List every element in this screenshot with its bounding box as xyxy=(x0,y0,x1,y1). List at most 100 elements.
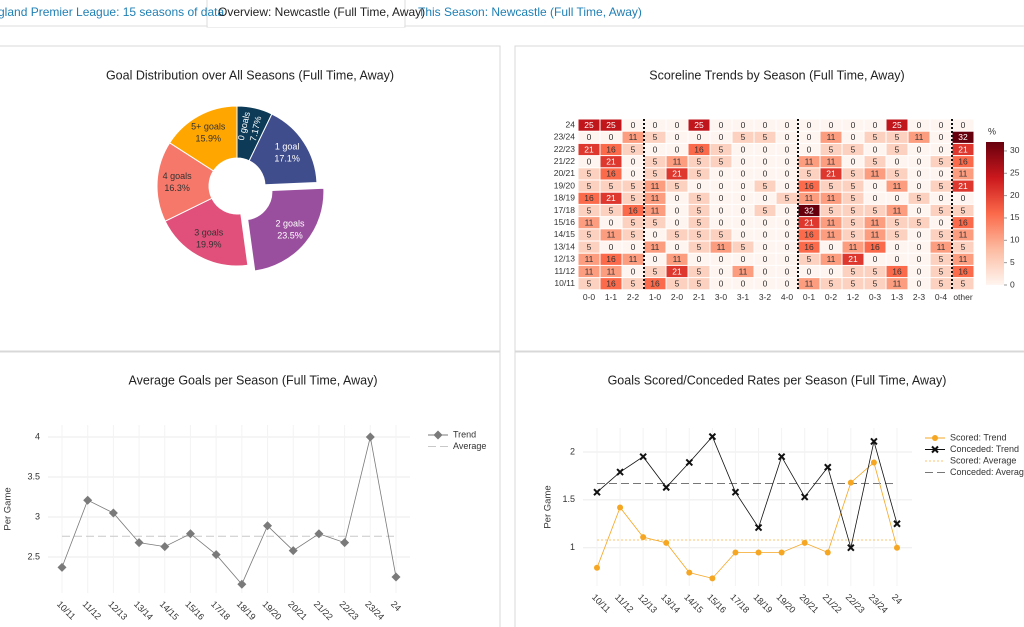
cell-label: 0 xyxy=(631,120,636,130)
cell-label: 0 xyxy=(873,144,878,154)
heatmap-cell xyxy=(798,192,820,204)
heatmap-cell xyxy=(908,156,930,168)
marker xyxy=(185,529,195,539)
x-tick-label: 13/14 xyxy=(659,592,682,615)
cell-label: 0 xyxy=(917,181,922,191)
cell-label: 0 xyxy=(719,181,724,191)
cell-label: 5 xyxy=(697,266,702,276)
cell-label: 5 xyxy=(609,205,614,215)
heatmap-cell xyxy=(732,253,754,265)
cell-label: 0 xyxy=(895,242,900,252)
cell-label: 0 xyxy=(895,156,900,166)
tab[interactable]: Overview: Newcastle (Full Time, Away) xyxy=(218,5,425,19)
cell-label: 11 xyxy=(651,205,660,215)
cell-label: 0 xyxy=(829,120,834,130)
heatmap-cell xyxy=(754,278,776,290)
heatmap-cell xyxy=(754,143,776,156)
slice-value: 17.1% xyxy=(274,153,300,163)
tab[interactable]: gland Premier League: 15 seasons of data xyxy=(0,5,224,19)
heatmap-cell xyxy=(732,204,754,217)
tab[interactable]: This Season: Newcastle (Full Time, Away) xyxy=(418,5,642,19)
slice-value: 15.9% xyxy=(195,134,221,144)
heatmap-cell xyxy=(776,217,798,229)
column-label: 0-3 xyxy=(869,292,882,302)
heatmap-cell xyxy=(710,241,732,253)
column-label: 3-2 xyxy=(759,292,772,302)
cell-label: 5 xyxy=(961,278,966,288)
heatmap-cell xyxy=(952,253,974,265)
cell-label: 5 xyxy=(653,156,658,166)
heatmap-cell xyxy=(886,180,908,192)
heatmap-cell xyxy=(622,180,644,192)
cell-label: 5 xyxy=(741,242,746,252)
heatmap-cell xyxy=(886,168,908,180)
heatmap-cell xyxy=(622,265,644,278)
cell-label: 5 xyxy=(961,242,966,252)
heatmap-cell xyxy=(754,156,776,168)
cell-label: 5 xyxy=(917,193,922,203)
slice-value: 16.3% xyxy=(164,183,190,193)
heatmap-cell xyxy=(908,265,930,278)
cell-label: 0 xyxy=(653,144,658,154)
heatmap-cell xyxy=(952,265,974,278)
series-line xyxy=(596,435,898,548)
heatmap-cell xyxy=(600,168,622,180)
cell-label: 0 xyxy=(763,169,768,179)
colorbar-tick-label: 0 xyxy=(1010,279,1015,289)
chart-title: Average Goals per Season (Full Time, Awa… xyxy=(129,373,378,387)
cell-label: 0 xyxy=(719,132,724,142)
active-tab[interactable] xyxy=(206,0,406,28)
cell-label: 5 xyxy=(895,217,900,227)
colorbar-tick-label: 25 xyxy=(1010,168,1020,178)
heatmap-cell xyxy=(600,253,622,265)
marker xyxy=(160,542,170,552)
column-label: 3-0 xyxy=(715,292,728,302)
heatmap-cell xyxy=(578,143,600,156)
cell-label: 5 xyxy=(917,217,922,227)
heatmap-cell xyxy=(732,229,754,241)
heatmap-cell xyxy=(842,204,864,217)
cell-label: 5 xyxy=(785,193,790,203)
cell-label: 11 xyxy=(607,266,616,276)
cell-label: 21 xyxy=(848,254,858,264)
cell-label: 0 xyxy=(653,230,658,240)
heatmap-cell xyxy=(930,119,952,131)
x-tick-label: 21/22 xyxy=(312,599,335,622)
heatmap-cell xyxy=(710,229,732,241)
cell-label: 0 xyxy=(917,254,922,264)
cell-label: 11 xyxy=(827,217,836,227)
heatmap-cell xyxy=(886,143,908,156)
heatmap-cell xyxy=(732,192,754,204)
cell-label: 0 xyxy=(785,266,790,276)
heatmap-cell xyxy=(666,131,688,143)
heatmap-cell xyxy=(644,168,666,180)
heatmap-cell xyxy=(886,265,908,278)
heatmap-cell xyxy=(776,168,798,180)
heatmap-cell xyxy=(798,119,820,131)
heatmap-cell xyxy=(688,278,710,290)
cell-label: 5 xyxy=(763,181,768,191)
chart-title: Goal Distribution over All Seasons (Full… xyxy=(106,68,394,82)
heatmap-cell xyxy=(908,217,930,229)
heatmap-cell xyxy=(666,168,688,180)
heatmap-cell xyxy=(644,217,666,229)
cell-label: 0 xyxy=(741,217,746,227)
marker xyxy=(134,538,144,548)
marker xyxy=(593,488,601,496)
x-tick-label: 15/16 xyxy=(705,592,728,615)
y-tick-label: 1 xyxy=(570,542,575,552)
slice-category: 2 goals xyxy=(275,219,305,229)
heatmap-cell xyxy=(688,119,710,131)
cell-label: 0 xyxy=(785,144,790,154)
heatmap-cell xyxy=(952,119,974,131)
heatmap-cell xyxy=(930,168,952,180)
heatmap-cell xyxy=(666,204,688,217)
chart-title: Goals Scored/Conceded Rates per Season (… xyxy=(608,373,947,387)
heatmap-cell xyxy=(886,204,908,217)
cell-label: 0 xyxy=(763,278,768,288)
cell-label: 11 xyxy=(585,266,594,276)
heatmap-cell xyxy=(864,204,886,217)
row-label: 20/21 xyxy=(554,168,576,178)
cell-label: 0 xyxy=(697,132,702,142)
cell-label: 0 xyxy=(741,156,746,166)
